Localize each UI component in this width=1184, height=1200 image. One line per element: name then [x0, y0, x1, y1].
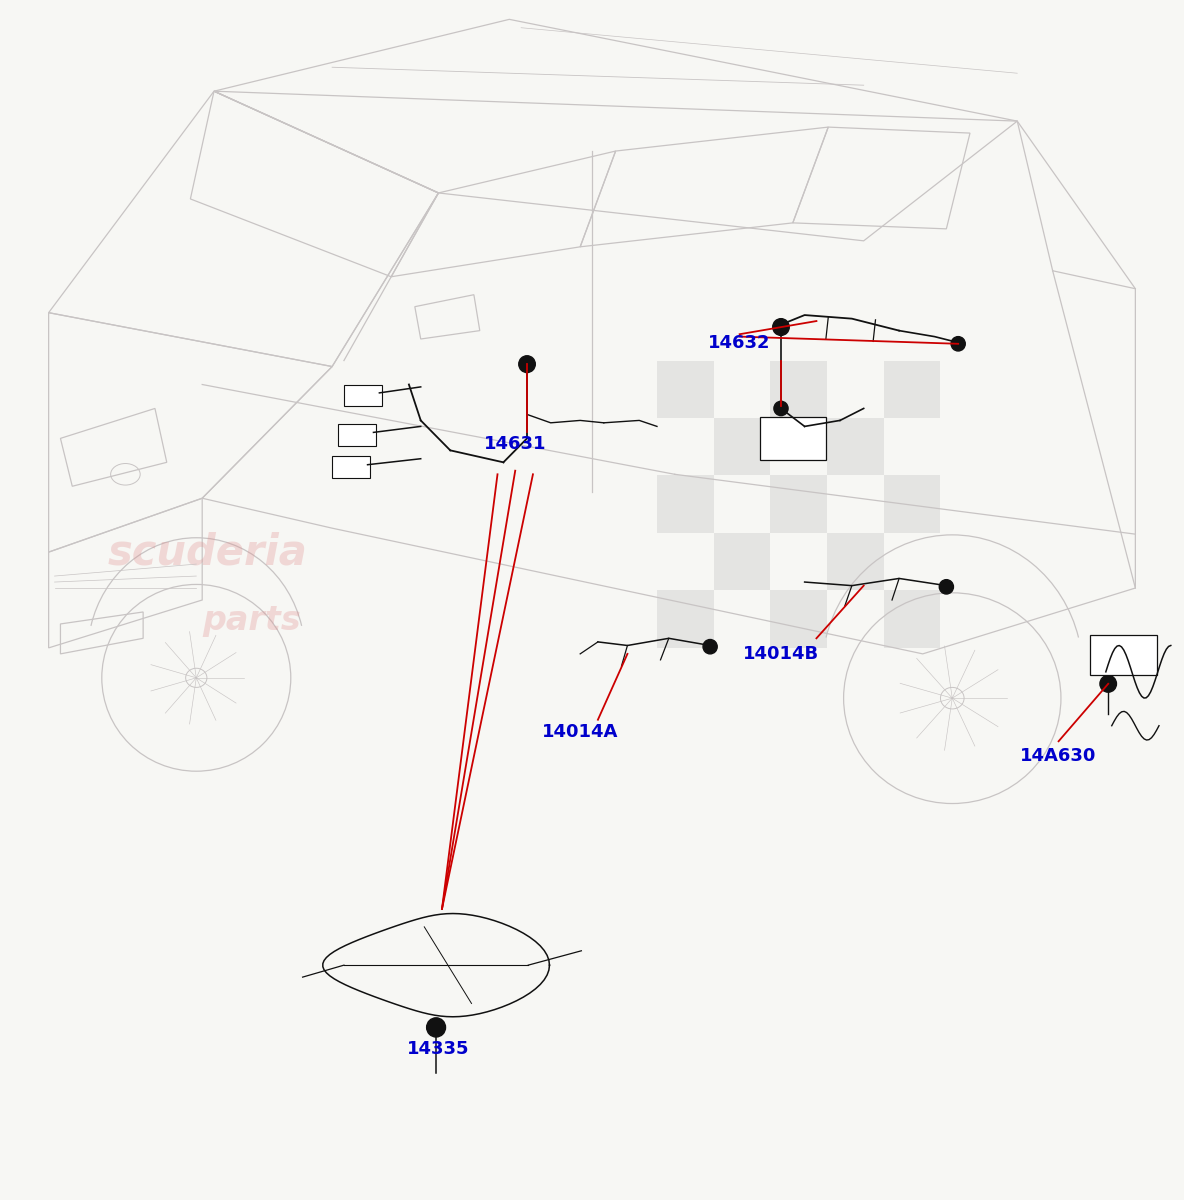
- Bar: [714, 533, 771, 590]
- FancyBboxPatch shape: [333, 456, 369, 478]
- Text: 14631: 14631: [484, 436, 547, 454]
- Circle shape: [703, 640, 718, 654]
- Circle shape: [773, 319, 790, 336]
- Bar: [828, 418, 883, 475]
- Circle shape: [519, 355, 535, 372]
- Circle shape: [774, 401, 789, 415]
- Bar: [883, 475, 940, 533]
- Text: 14014B: 14014B: [742, 644, 819, 662]
- Text: parts: parts: [202, 604, 301, 637]
- Text: 14A630: 14A630: [1021, 746, 1096, 764]
- Bar: [657, 475, 714, 533]
- Text: 14014A: 14014A: [542, 722, 618, 740]
- Bar: [883, 590, 940, 648]
- Bar: [828, 533, 883, 590]
- Bar: [771, 475, 828, 533]
- FancyBboxPatch shape: [339, 424, 375, 445]
- FancyBboxPatch shape: [343, 384, 381, 406]
- FancyBboxPatch shape: [1090, 635, 1157, 676]
- Bar: [657, 590, 714, 648]
- Text: 14632: 14632: [708, 334, 771, 352]
- Bar: [771, 590, 828, 648]
- Circle shape: [426, 1018, 445, 1037]
- Text: 14335: 14335: [407, 1040, 470, 1058]
- Circle shape: [1100, 676, 1117, 692]
- Bar: [657, 360, 714, 418]
- Bar: [883, 360, 940, 418]
- Circle shape: [939, 580, 953, 594]
- Text: scuderia: scuderia: [108, 532, 308, 574]
- FancyBboxPatch shape: [760, 416, 826, 460]
- Circle shape: [951, 337, 965, 350]
- Bar: [714, 418, 771, 475]
- Bar: [771, 360, 828, 418]
